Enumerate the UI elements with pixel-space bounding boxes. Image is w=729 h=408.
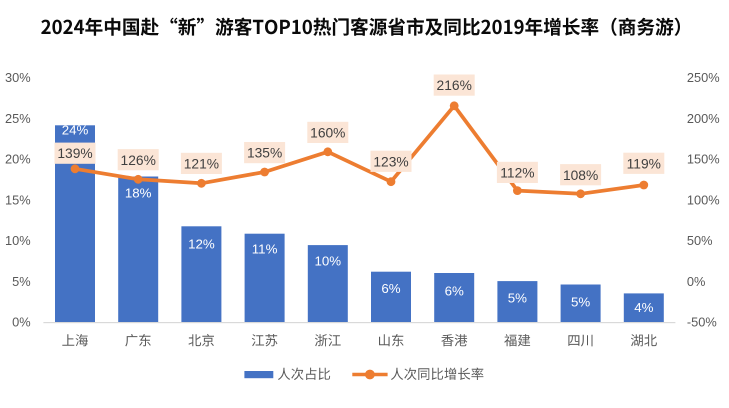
svg-text:4%: 4% bbox=[634, 300, 653, 315]
svg-text:15%: 15% bbox=[5, 192, 31, 207]
svg-text:121%: 121% bbox=[184, 157, 219, 172]
svg-text:10%: 10% bbox=[5, 233, 31, 248]
svg-text:50%: 50% bbox=[687, 233, 713, 248]
svg-text:5%: 5% bbox=[12, 274, 31, 289]
svg-text:250%: 250% bbox=[687, 70, 720, 85]
svg-text:108%: 108% bbox=[563, 168, 598, 183]
svg-text:123%: 123% bbox=[373, 154, 408, 169]
svg-text:6%: 6% bbox=[445, 284, 464, 299]
svg-text:216%: 216% bbox=[437, 78, 472, 93]
svg-text:30%: 30% bbox=[5, 70, 31, 85]
svg-text:119%: 119% bbox=[627, 156, 661, 171]
svg-text:0%: 0% bbox=[687, 274, 706, 289]
svg-text:100%: 100% bbox=[687, 192, 720, 207]
svg-text:160%: 160% bbox=[310, 126, 345, 141]
svg-text:18%: 18% bbox=[125, 186, 152, 201]
svg-text:200%: 200% bbox=[687, 111, 720, 126]
svg-text:0%: 0% bbox=[12, 315, 31, 330]
svg-text:5%: 5% bbox=[508, 290, 527, 305]
svg-text:6%: 6% bbox=[381, 281, 400, 296]
svg-text:10%: 10% bbox=[314, 254, 341, 269]
svg-text:11%: 11% bbox=[252, 242, 278, 257]
svg-text:20%: 20% bbox=[5, 152, 31, 167]
svg-text:-50%: -50% bbox=[687, 315, 717, 330]
svg-text:112%: 112% bbox=[500, 166, 534, 181]
svg-text:12%: 12% bbox=[188, 236, 215, 251]
svg-text:5%: 5% bbox=[571, 294, 590, 309]
svg-text:150%: 150% bbox=[687, 152, 720, 167]
svg-text:25%: 25% bbox=[5, 111, 31, 126]
svg-text:24%: 24% bbox=[62, 122, 89, 137]
svg-text:139%: 139% bbox=[57, 146, 92, 161]
svg-text:135%: 135% bbox=[247, 146, 282, 161]
svg-text:126%: 126% bbox=[121, 153, 156, 168]
